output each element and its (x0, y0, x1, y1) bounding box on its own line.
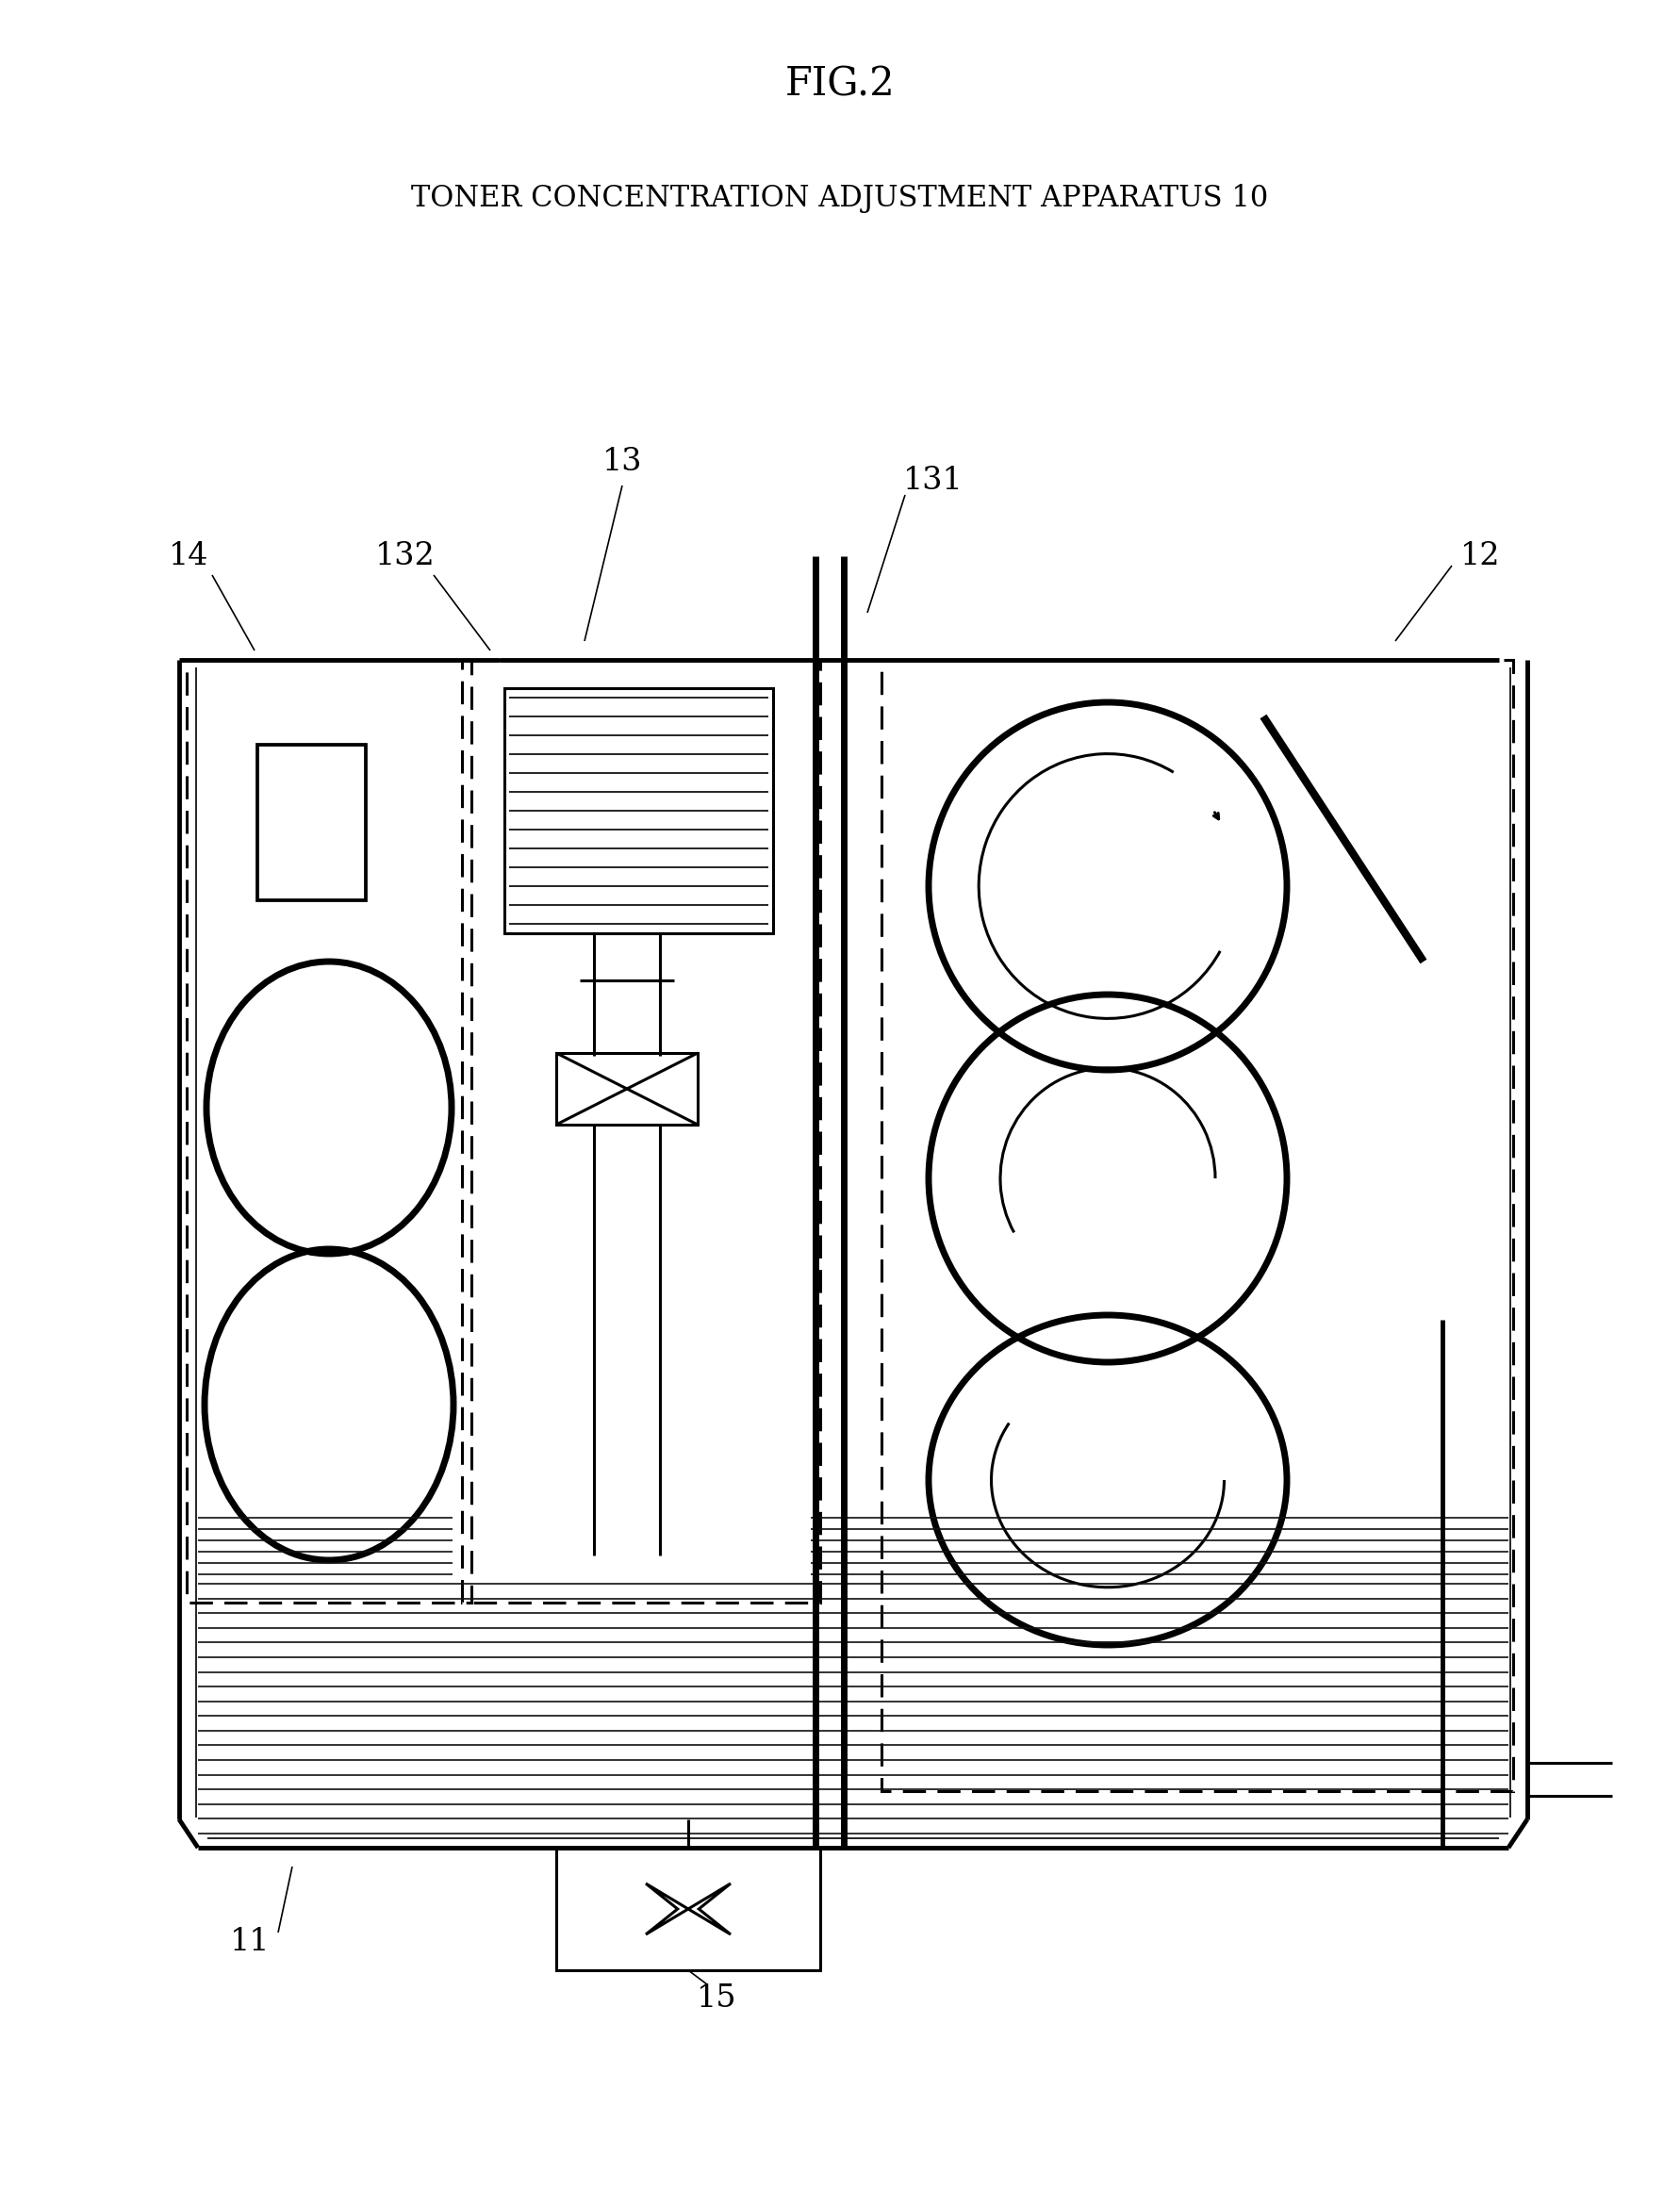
Text: 132: 132 (375, 540, 435, 571)
Bar (186, 661, 472, 1602)
Text: 14: 14 (168, 540, 208, 571)
Text: FIG.2: FIG.2 (785, 66, 895, 105)
Text: 12: 12 (1460, 540, 1500, 571)
Polygon shape (689, 1884, 731, 1934)
Bar (462, 661, 820, 1602)
Bar (504, 689, 773, 934)
Bar (882, 661, 1514, 1792)
Text: 13: 13 (601, 446, 642, 477)
Polygon shape (645, 1884, 689, 1934)
Bar (556, 1052, 697, 1125)
Bar (556, 1847, 820, 1969)
Text: TONER CONCENTRATION ADJUSTMENT APPARATUS 10: TONER CONCENTRATION ADJUSTMENT APPARATUS… (412, 184, 1268, 212)
Text: 131: 131 (904, 466, 963, 497)
Text: 11: 11 (230, 1928, 270, 1956)
Text: 15: 15 (697, 1985, 736, 2013)
Bar (257, 744, 366, 899)
